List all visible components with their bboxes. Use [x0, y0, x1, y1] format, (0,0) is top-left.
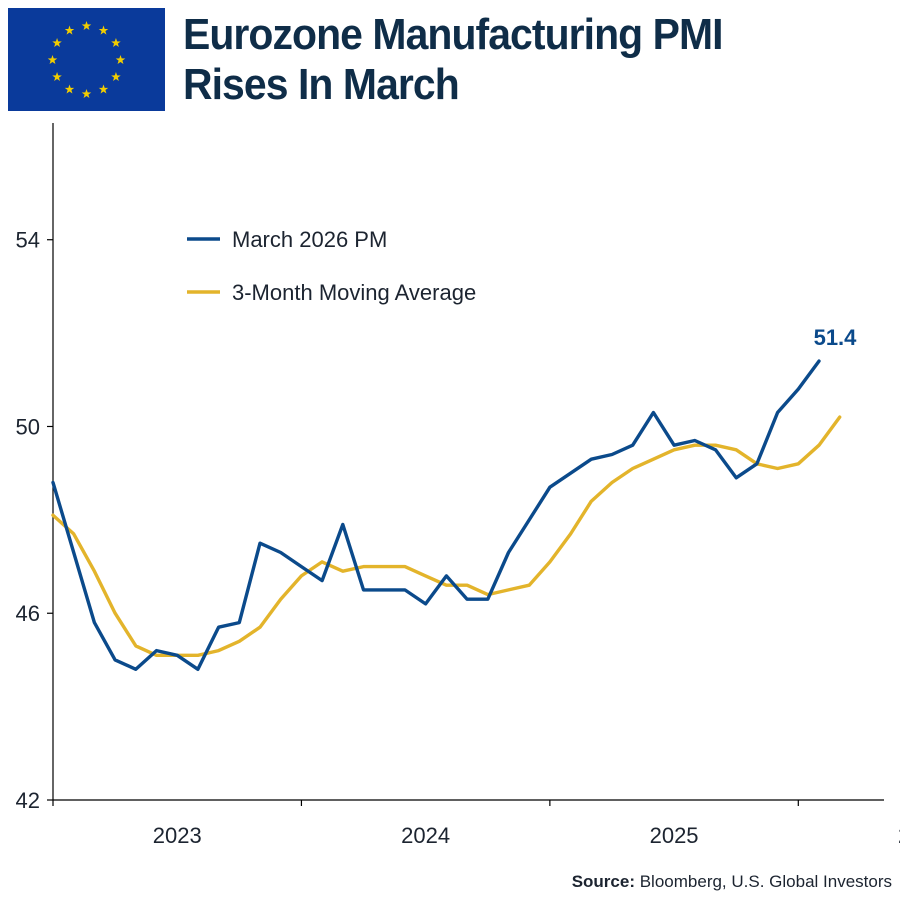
flag-star [52, 38, 62, 48]
y-tick-label: 46 [16, 601, 40, 626]
chart-axes [52, 123, 884, 801]
title-line-2: Rises In March [183, 60, 460, 109]
x-tick-label: 2023 [153, 823, 202, 848]
flag-star [64, 25, 75, 35]
flag-star [81, 89, 92, 99]
legend-label-pmi: March 2026 PM [232, 227, 387, 252]
flag-star [111, 38, 121, 48]
flag-star [64, 84, 75, 94]
eu-flag-icon [8, 8, 165, 111]
x-tick-label: 2026 [898, 823, 900, 848]
axis-ticks: 42 46 50 54 2023 2024 2025 2026 [16, 228, 900, 848]
chart-title: Eurozone Manufacturing PMI Rises In Marc… [183, 10, 843, 110]
flag-star [111, 72, 121, 82]
source-label: Source: [571, 872, 635, 891]
flag-star [115, 55, 126, 65]
flag-star [47, 55, 58, 65]
eu-flag-graphic [8, 8, 165, 111]
flag-star [98, 25, 109, 35]
y-tick-label: 42 [16, 788, 40, 813]
source-text: Bloomberg, U.S. Global Investors [639, 872, 892, 891]
source-note: Source: Bloomberg, U.S. Global Investors [572, 872, 892, 892]
x-tick-label: 2024 [401, 823, 450, 848]
chart-legend: March 2026 PM 3-Month Moving Average [187, 227, 476, 305]
title-line-1: Eurozone Manufacturing PMI [183, 10, 724, 59]
chart-series: 51.4 [51, 325, 858, 671]
y-tick-label: 54 [16, 228, 40, 253]
pmi-series-line [51, 359, 821, 671]
legend-label-moving-average: 3-Month Moving Average [232, 280, 476, 305]
y-tick-label: 50 [16, 414, 40, 439]
moving-average-series-line [51, 415, 842, 657]
x-tick-label: 2025 [650, 823, 699, 848]
flag-star [98, 84, 109, 94]
flag-star [81, 21, 92, 31]
flag-star [52, 72, 62, 82]
pmi-end-value-label: 51.4 [814, 325, 858, 350]
